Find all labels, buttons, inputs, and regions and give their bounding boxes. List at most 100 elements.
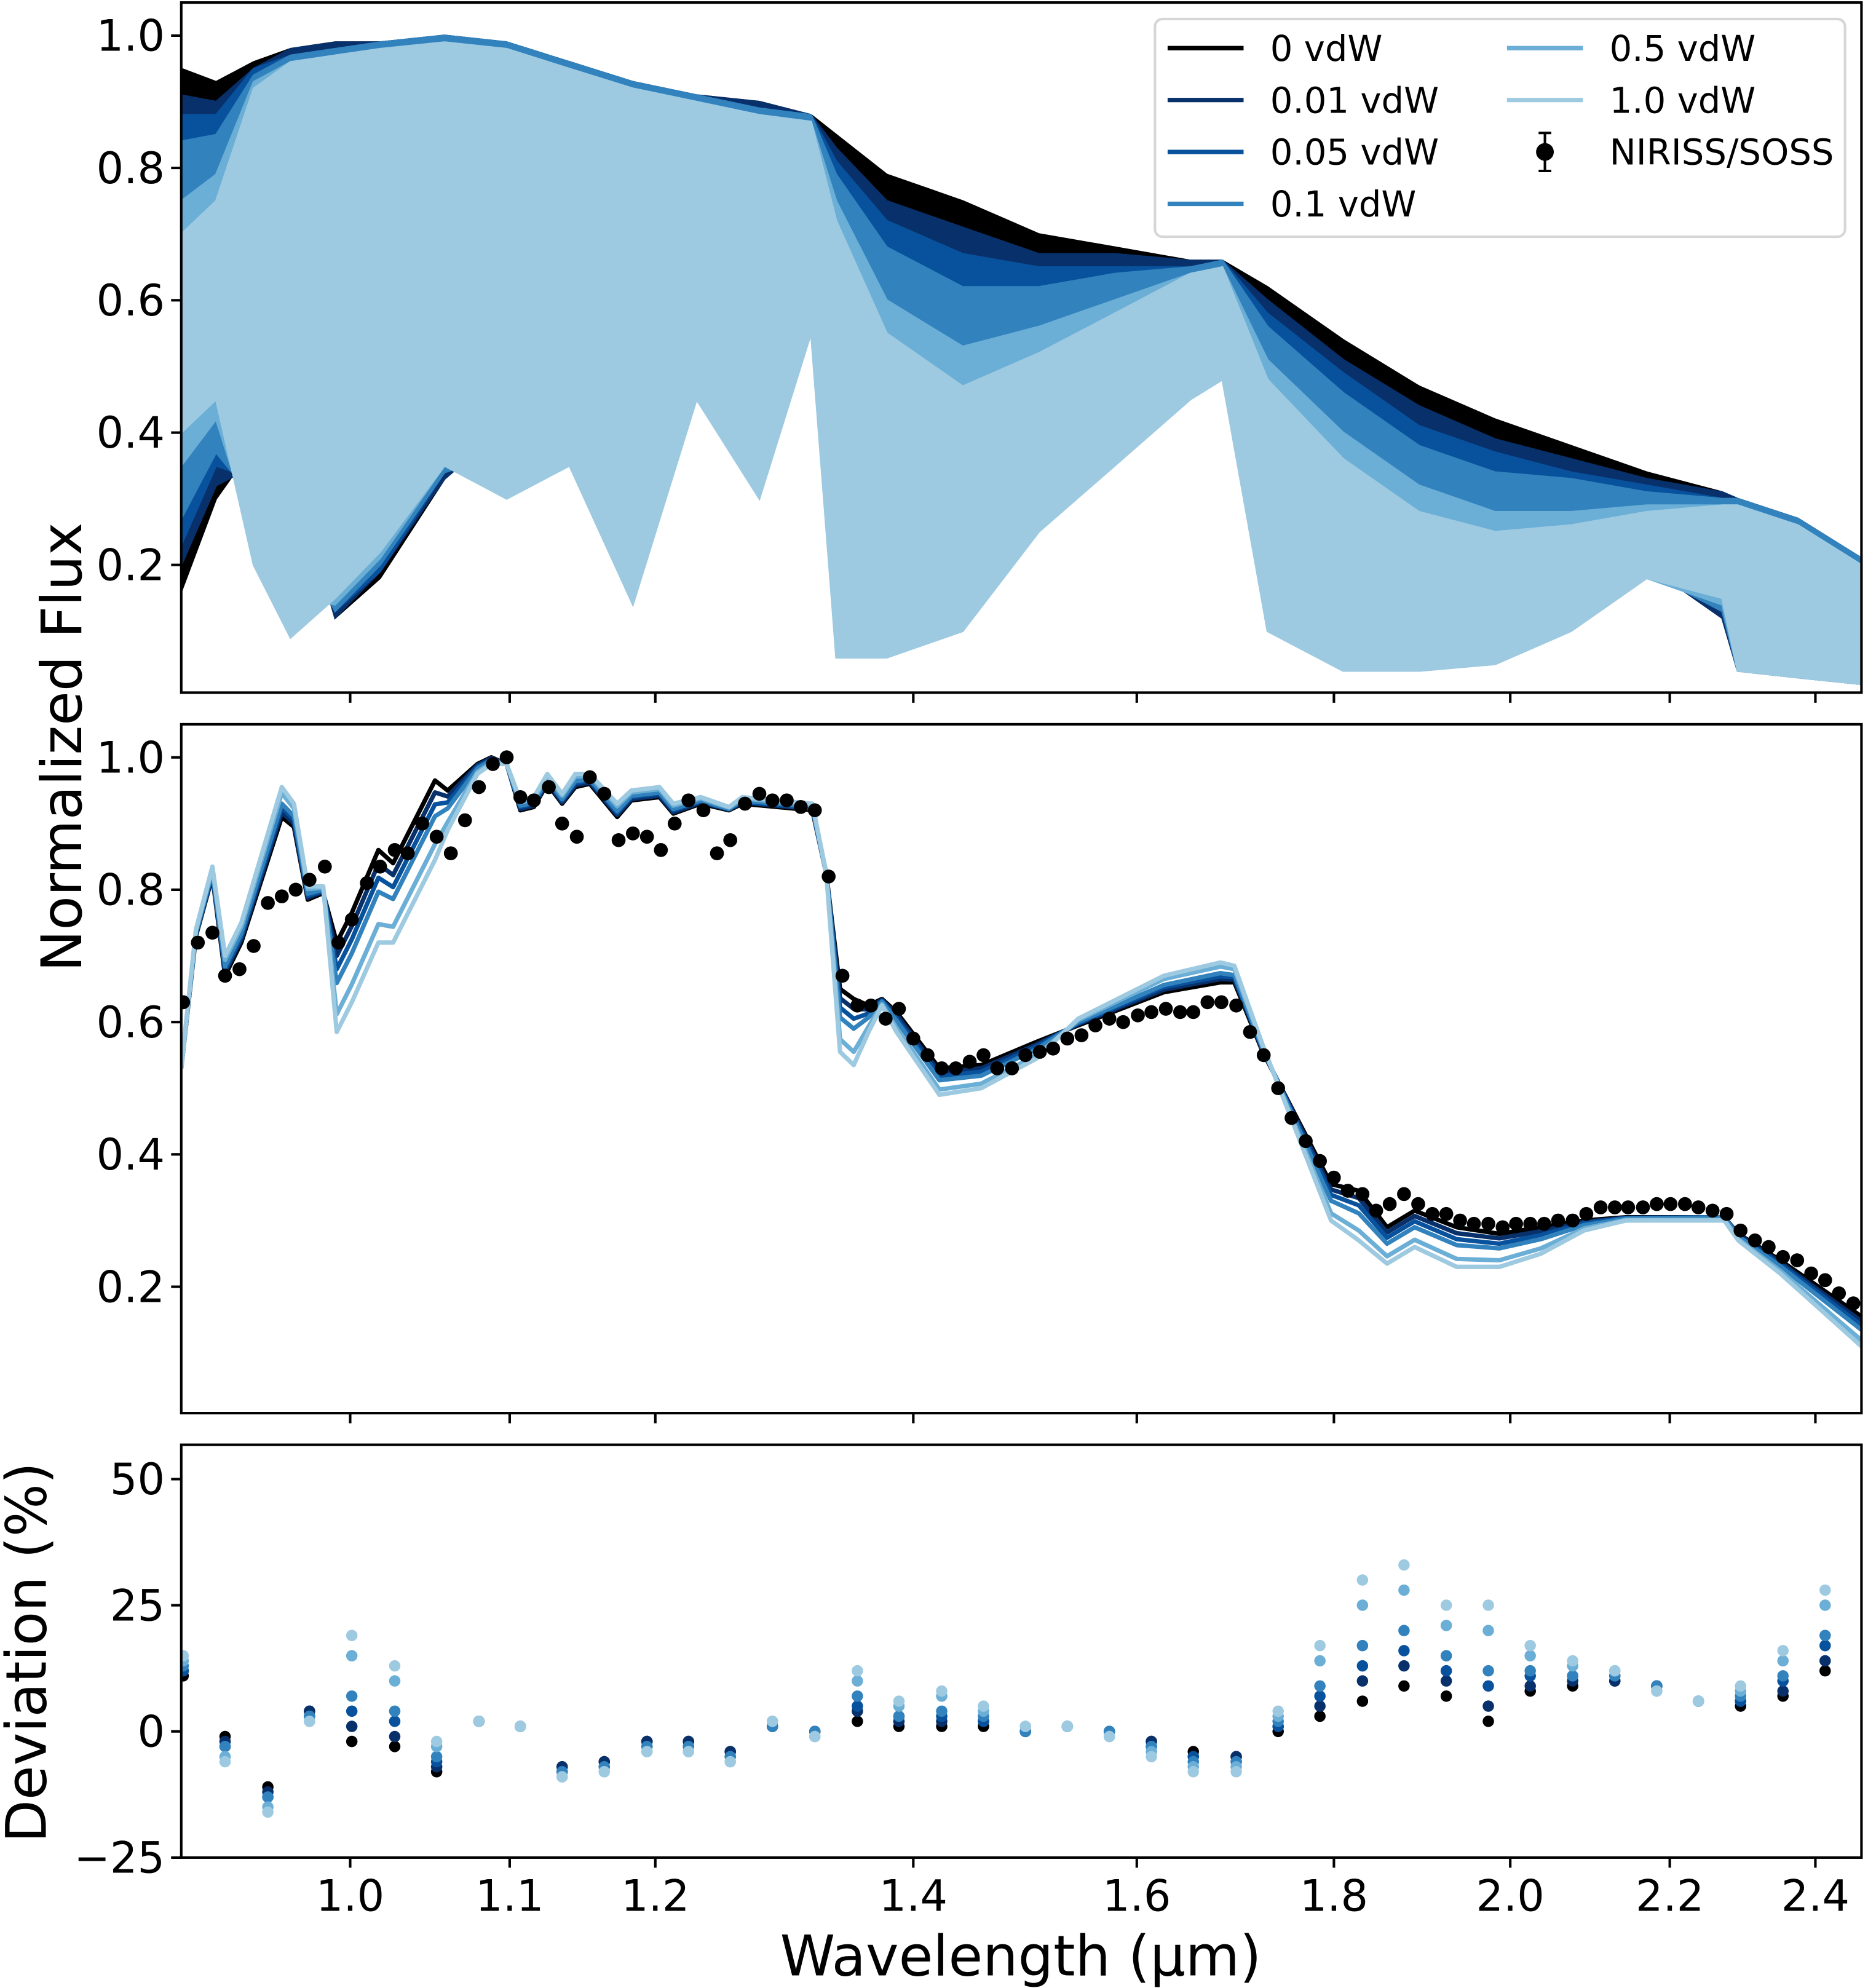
deviation-point-0.5-vdW: [1398, 1584, 1410, 1596]
deviation-point-1.0-vdW: [219, 1756, 231, 1768]
deviation-point-1.0-vdW: [683, 1746, 694, 1757]
deviation-point-0.05-vdW: [1356, 1660, 1369, 1672]
axes-frame: [180, 1443, 1863, 1859]
deviation-point-0.05-vdW: [1314, 1690, 1326, 1702]
deviation-point-1.0-vdW: [1356, 1574, 1369, 1586]
deviation-point-0-vdW: [852, 1716, 863, 1727]
deviation-point-1.0-vdW: [473, 1716, 485, 1727]
legend-item: 0.1 vdW: [1167, 183, 1416, 225]
deviation-point-1.0-vdW: [430, 1735, 443, 1748]
niriss-data-point: [373, 860, 387, 874]
deviation-point-1.0-vdW: [641, 1746, 653, 1757]
niriss-data-point: [1397, 1187, 1411, 1202]
deviation-point-0-vdW: [1314, 1710, 1326, 1722]
niriss-data-point: [542, 780, 556, 794]
legend-label: NIRISS/SOSS: [1610, 132, 1834, 173]
deviation-point-0.1-vdW: [1482, 1665, 1494, 1677]
deviation-point-0.01-vdW: [1819, 1655, 1831, 1667]
niriss-data-point: [1439, 1206, 1454, 1221]
niriss-data-point: [1074, 1028, 1089, 1042]
niriss-data-point: [1846, 1296, 1861, 1310]
x-tick-label: 2.0: [1476, 1871, 1545, 1921]
niriss-data-point: [1719, 1206, 1734, 1221]
deviation-point-0-vdW: [1482, 1716, 1494, 1727]
niriss-data-point: [1256, 1048, 1271, 1063]
plot-area: [181, 750, 1862, 1348]
niriss-data-point: [1116, 1015, 1130, 1029]
niriss-data-point: [1565, 1213, 1580, 1228]
deviation-point-1.0-vdW: [1819, 1584, 1831, 1596]
niriss-data-point: [990, 1061, 1005, 1075]
niriss-data-point: [696, 803, 711, 818]
niriss-data-point: [486, 757, 500, 771]
deviation-point-1.0-vdW: [809, 1730, 821, 1743]
niriss-data-point: [526, 793, 541, 807]
niriss-data-point: [387, 843, 402, 857]
niriss-data-point: [794, 800, 808, 814]
niriss-data-point: [1046, 1041, 1061, 1056]
deviation-point-1.0-vdW: [262, 1806, 274, 1818]
deviation-point-0.5-vdW: [852, 1675, 863, 1687]
niriss-data-point: [1018, 1048, 1033, 1063]
niriss-data-point: [611, 833, 626, 847]
niriss-data-point: [317, 860, 332, 874]
legend-item: 0.5 vdW: [1506, 28, 1756, 69]
niriss-data-point: [879, 1012, 893, 1026]
legend-item: NIRISS/SOSS: [1536, 132, 1834, 173]
deviation-point-0.1-vdW: [219, 1741, 231, 1752]
y-tick-label: 0.8: [97, 865, 165, 916]
niriss-data-point: [597, 786, 612, 801]
niriss-data-point: [1284, 1111, 1299, 1125]
y-tick-label: 1.0: [97, 732, 165, 783]
deviation-point-1.0-vdW: [1146, 1751, 1157, 1763]
deviation-point-0.01-vdW: [1314, 1700, 1326, 1712]
deviation-point-0.05-vdW: [346, 1705, 358, 1717]
niriss-data-point: [569, 830, 584, 844]
deviation-point-0-vdW: [1819, 1665, 1831, 1677]
x-tick-label: 1.0: [316, 1871, 384, 1921]
niriss-data-point: [1313, 1154, 1327, 1168]
x-tick-label: 2.2: [1636, 1871, 1704, 1921]
niriss-data-point: [261, 896, 275, 910]
deviation-point-1.0-vdW: [852, 1665, 863, 1677]
niriss-data-point: [1032, 1045, 1047, 1059]
deviation-point-1.0-vdW: [936, 1685, 948, 1697]
niriss-data-point: [1818, 1273, 1832, 1288]
y-tick-label: 25: [110, 1580, 165, 1631]
niriss-data-point: [1481, 1216, 1495, 1231]
niriss-data-point: [1340, 1184, 1355, 1198]
niriss-data-point: [1747, 1233, 1762, 1248]
x-tick-label: 1.2: [621, 1871, 689, 1921]
niriss-data-point: [1705, 1203, 1720, 1218]
niriss-data-point: [400, 846, 415, 861]
niriss-data-point: [1790, 1253, 1805, 1267]
legend-item: 0.05 vdW: [1167, 132, 1439, 173]
y-tick-label: 0.8: [97, 143, 165, 194]
axes-frame: [180, 1, 1863, 694]
legend-label: 0.5 vdW: [1610, 28, 1756, 69]
deviation-point-1.0-vdW: [1692, 1695, 1704, 1707]
deviation-point-0-vdW: [389, 1741, 401, 1752]
niriss-data-point: [1832, 1286, 1846, 1301]
deviation-point-0-vdW: [346, 1735, 358, 1748]
legend-box: [1154, 17, 1846, 239]
niriss-data-point: [1650, 1197, 1664, 1211]
niriss-data-point: [1158, 1002, 1173, 1016]
niriss-data-point: [1229, 998, 1243, 1013]
legend-item: 1.0 vdW: [1506, 79, 1755, 121]
y-axis-label-flux: Normalized Flux: [30, 523, 95, 972]
y-tick-label: 0.4: [97, 408, 165, 458]
y-tick-label: 50: [110, 1454, 165, 1505]
deviation-point-1.0-vdW: [1567, 1655, 1578, 1667]
model-line-1.0-vdW: [181, 761, 1862, 1348]
deviation-point-1.0-vdW: [1440, 1599, 1452, 1611]
niriss-data-point: [1369, 1203, 1383, 1218]
niriss-data-point: [1776, 1249, 1791, 1264]
niriss-data-point: [667, 817, 682, 831]
niriss-data-point: [1453, 1213, 1467, 1228]
niriss-data-point: [1621, 1200, 1636, 1214]
niriss-data-point: [191, 935, 205, 950]
niriss-data-point: [1593, 1200, 1608, 1214]
deviation-point-0.1-vdW: [852, 1690, 863, 1702]
niriss-data-point: [232, 962, 247, 976]
